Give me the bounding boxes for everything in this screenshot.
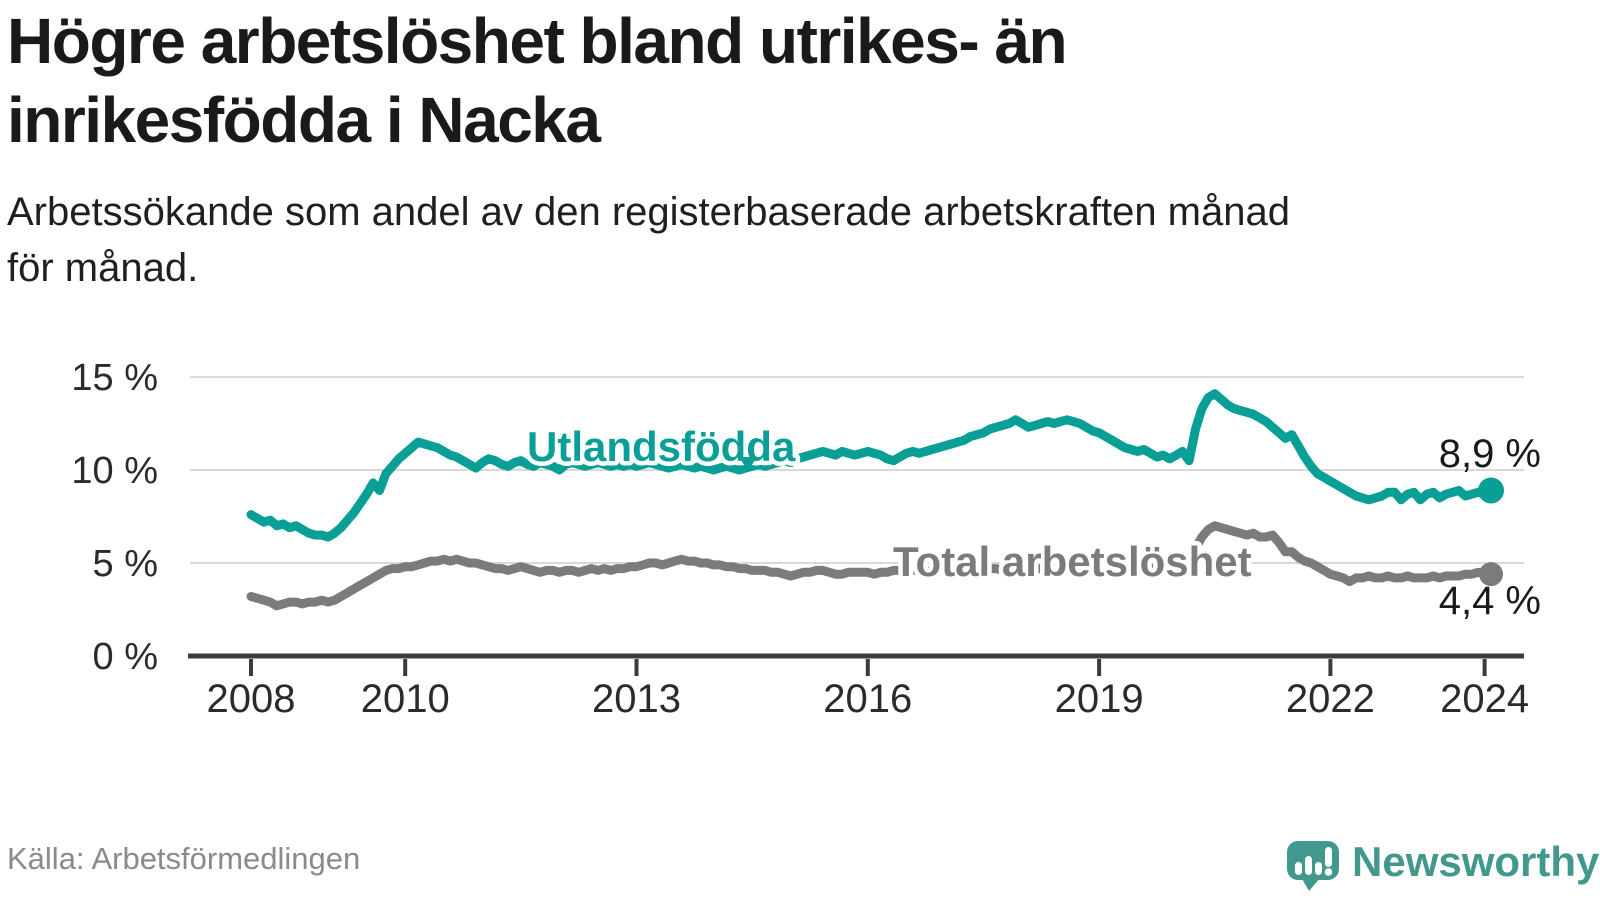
chart-subtitle-line1: Arbetssökande som andel av den registerb…	[7, 190, 1290, 234]
newsworthy-bubble-icon	[1287, 841, 1339, 891]
x-axis: 2008 2010 2013 2016 2019 2022 2024	[188, 653, 1529, 721]
x-tick-label-2013: 2013	[592, 677, 681, 721]
y-tick-label-10: 10 %	[71, 450, 158, 492]
end-dot-total	[1479, 562, 1504, 587]
end-value-utlandsfodda: 8,9 %	[1439, 432, 1541, 476]
legend-utlandsfodda: Utlandsfödda	[527, 423, 796, 470]
chart-subtitle-line2: för månad.	[7, 246, 199, 290]
legend-pointer-triangle-icon	[739, 457, 757, 471]
page-title-line2: inrikesfödda i Nacka	[7, 84, 601, 156]
end-value-total: 4,4 %	[1439, 579, 1541, 623]
x-tick-label-2019: 2019	[1055, 677, 1144, 721]
y-axis-labels: 0 % 5 % 10 % 15 %	[71, 357, 158, 678]
newsworthy-logo: Newsworthy	[1287, 838, 1600, 891]
y-tick-label-5: 5 %	[93, 543, 158, 585]
page-title: Högre arbetslöshet bland utrikes- än inr…	[7, 2, 1068, 160]
x-tick-label-2022: 2022	[1286, 677, 1375, 721]
chart-subtitle: Arbetssökande som andel av den registerb…	[7, 184, 1290, 296]
series-line-total	[246, 521, 1496, 611]
page-title-line1: Högre arbetslöshet bland utrikes- än	[7, 5, 1068, 77]
x-tick-label-2024: 2024	[1440, 677, 1529, 721]
x-tick-label-2016: 2016	[823, 677, 912, 721]
x-tick-label-2010: 2010	[361, 677, 450, 721]
x-tick-label-2008: 2008	[207, 677, 296, 721]
newsworthy-logo-text: Newsworthy	[1352, 838, 1600, 885]
y-tick-label-0: 0 %	[93, 636, 158, 678]
y-tick-label-15: 15 %	[71, 357, 158, 399]
series-lines	[246, 389, 1505, 611]
end-dot-utlandsfodda	[1478, 477, 1505, 504]
series-line-utlandsfodda	[246, 389, 1496, 542]
legend-total-arbetsloshet: Total arbetslöshet	[893, 538, 1252, 585]
source-text: Källa: Arbetsförmedlingen	[7, 841, 361, 876]
